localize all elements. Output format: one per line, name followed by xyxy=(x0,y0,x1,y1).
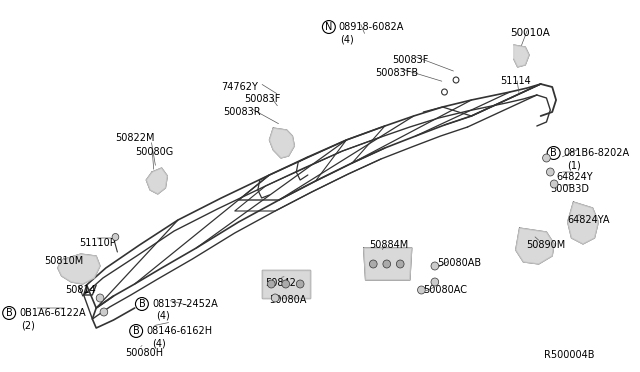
Polygon shape xyxy=(146,168,168,194)
Text: (4): (4) xyxy=(156,311,170,321)
Text: B: B xyxy=(6,308,13,318)
Text: 50822M: 50822M xyxy=(115,133,155,143)
Circle shape xyxy=(100,308,108,316)
Circle shape xyxy=(453,77,459,83)
Circle shape xyxy=(268,280,275,288)
Circle shape xyxy=(431,278,438,286)
Text: B: B xyxy=(132,326,140,336)
Text: 50814: 50814 xyxy=(65,285,96,295)
Circle shape xyxy=(96,294,104,302)
Circle shape xyxy=(442,89,447,95)
Text: 08146-6162H: 08146-6162H xyxy=(146,326,212,336)
Polygon shape xyxy=(514,45,529,67)
Text: 64824Y: 64824Y xyxy=(556,172,593,182)
Polygon shape xyxy=(568,202,598,244)
Circle shape xyxy=(369,260,377,268)
Circle shape xyxy=(431,262,438,270)
Text: 50080AB: 50080AB xyxy=(436,258,481,268)
Circle shape xyxy=(383,260,390,268)
Circle shape xyxy=(112,234,119,241)
Polygon shape xyxy=(269,128,294,158)
Text: B: B xyxy=(138,299,145,309)
Text: 51110P: 51110P xyxy=(79,238,116,248)
Polygon shape xyxy=(262,270,310,298)
Circle shape xyxy=(271,294,279,302)
Text: 08918-6082A: 08918-6082A xyxy=(339,22,404,32)
Text: 74762Y: 74762Y xyxy=(221,82,258,92)
Text: 51114: 51114 xyxy=(500,76,531,86)
Text: 50810M: 50810M xyxy=(44,256,83,266)
Text: 50842: 50842 xyxy=(266,278,296,288)
Text: 50080H: 50080H xyxy=(125,348,163,358)
Text: 64824YA: 64824YA xyxy=(568,215,610,225)
Text: 50080G: 50080G xyxy=(134,147,173,157)
Circle shape xyxy=(296,280,304,288)
Text: 50884M: 50884M xyxy=(369,240,409,250)
Text: 50080AC: 50080AC xyxy=(423,285,467,295)
Circle shape xyxy=(282,280,289,288)
Text: N: N xyxy=(325,22,333,32)
Circle shape xyxy=(547,168,554,176)
Text: 50890M: 50890M xyxy=(526,240,566,250)
Text: B: B xyxy=(550,148,557,158)
Circle shape xyxy=(543,154,550,162)
Text: 50083R: 50083R xyxy=(223,107,261,117)
Text: (1): (1) xyxy=(568,160,581,170)
Text: 50083FB: 50083FB xyxy=(375,68,419,78)
Circle shape xyxy=(417,286,425,294)
Text: 0B1A6-6122A: 0B1A6-6122A xyxy=(19,308,86,318)
Circle shape xyxy=(550,180,558,188)
Text: 50083F: 50083F xyxy=(392,55,429,65)
Text: 500B3D: 500B3D xyxy=(550,184,589,194)
Text: (2): (2) xyxy=(21,320,35,330)
Text: (4): (4) xyxy=(152,338,166,348)
Text: 50010A: 50010A xyxy=(510,28,550,38)
Text: 081B6-8202A: 081B6-8202A xyxy=(564,148,630,158)
Text: 08137-2452A: 08137-2452A xyxy=(152,299,218,309)
Text: 50080A: 50080A xyxy=(269,295,307,305)
Polygon shape xyxy=(516,228,554,264)
Text: R500004B: R500004B xyxy=(544,350,595,360)
Circle shape xyxy=(396,260,404,268)
Polygon shape xyxy=(364,248,412,280)
Polygon shape xyxy=(58,254,100,284)
Text: 50083F: 50083F xyxy=(244,94,281,104)
Text: (4): (4) xyxy=(340,34,355,44)
